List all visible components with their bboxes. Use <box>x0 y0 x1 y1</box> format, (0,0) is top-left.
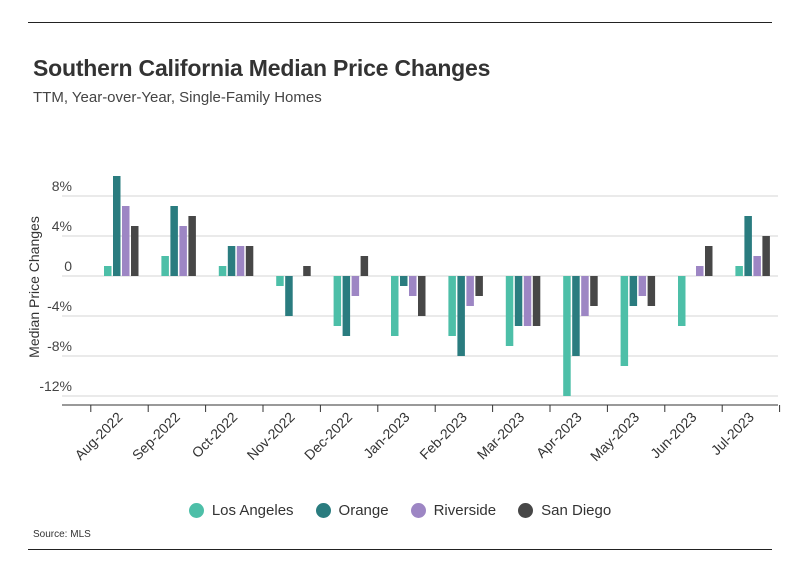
bar <box>418 276 426 316</box>
x-tick-label: Feb-2023 <box>416 409 470 463</box>
x-tick-label: Jul-2023 <box>708 409 757 458</box>
legend-label: Los Angeles <box>211 502 294 519</box>
bottom-rule <box>28 549 772 550</box>
bar <box>647 276 656 306</box>
bar <box>514 276 523 326</box>
legend-item: Riverside <box>410 502 497 519</box>
legend-item: Orange <box>315 502 389 519</box>
x-tick-label: Aug-2022 <box>71 409 125 463</box>
bar <box>113 176 121 276</box>
bar <box>170 206 178 276</box>
bar <box>696 266 704 276</box>
bar <box>532 276 541 326</box>
bar <box>620 276 629 366</box>
bar <box>218 266 227 276</box>
bar <box>276 276 284 286</box>
bar <box>227 246 236 276</box>
legend-swatch <box>518 503 534 518</box>
bar <box>572 276 580 356</box>
chart-title: Southern California Median Price Changes <box>33 55 491 81</box>
bar <box>400 276 408 286</box>
bar <box>351 276 360 296</box>
bar <box>342 276 351 336</box>
bar <box>744 216 752 276</box>
legend-swatch <box>315 503 331 518</box>
x-tick-label: Jun-2023 <box>647 409 700 462</box>
bar <box>131 226 139 276</box>
x-tick-label: Oct-2022 <box>188 409 240 461</box>
bar <box>762 236 770 276</box>
bar <box>581 276 589 316</box>
bar <box>285 276 293 316</box>
source-note: Source: MLS <box>33 529 91 540</box>
bar <box>629 276 638 306</box>
bar <box>753 256 761 276</box>
legend-swatch <box>188 503 204 518</box>
y-tick-label: 4% <box>52 218 72 234</box>
bar <box>333 276 342 326</box>
bar <box>735 266 743 276</box>
y-axis-label: Median Price Changes <box>26 216 42 358</box>
bar <box>705 246 713 276</box>
bar <box>475 276 483 296</box>
bar <box>466 276 474 306</box>
bar <box>409 276 417 296</box>
y-tick-label: 8% <box>52 178 72 194</box>
legend-label: San Diego <box>541 502 612 519</box>
bar <box>523 276 532 326</box>
bar <box>236 246 245 276</box>
legend-label: Orange <box>338 502 389 519</box>
bar <box>448 276 456 336</box>
x-tick-label: Mar-2023 <box>474 409 528 463</box>
y-tick-label: 0 <box>64 258 72 274</box>
bar <box>678 276 686 326</box>
x-tick-label: Nov-2022 <box>244 409 298 463</box>
bar <box>391 276 399 336</box>
legend-label: Riverside <box>433 502 497 519</box>
legend-item: San Diego <box>518 502 611 519</box>
chart-subtitle: TTM, Year-over-Year, Single-Family Homes <box>33 89 322 106</box>
bar <box>638 276 647 296</box>
bar <box>245 246 254 276</box>
x-tick-label: Dec-2022 <box>301 409 355 463</box>
chart-legend: Los Angeles Orange Riverside San Diego <box>0 502 800 519</box>
bar <box>122 206 130 276</box>
bar <box>590 276 598 306</box>
bar <box>104 266 112 276</box>
top-rule <box>28 22 772 23</box>
x-tick-label: Sep-2022 <box>129 409 183 463</box>
x-tick-label: Apr-2023 <box>533 409 585 461</box>
bar <box>563 276 571 396</box>
y-tick-label: -12% <box>39 378 72 394</box>
bar <box>303 266 311 276</box>
bar <box>161 256 169 276</box>
bar <box>457 276 465 356</box>
y-tick-label: -8% <box>47 338 72 354</box>
bar <box>505 276 514 346</box>
y-tick-label: -4% <box>47 298 72 314</box>
x-tick-label: May-2023 <box>587 409 642 464</box>
bar <box>360 256 369 276</box>
legend-swatch <box>410 503 426 518</box>
legend-item: Los Angeles <box>188 502 294 519</box>
bar <box>188 216 196 276</box>
bar <box>179 226 187 276</box>
bar-chart: 8% 4% 0 -4% -8% -12% Median Price Changes Aug-2… <box>26 176 781 464</box>
x-tick-label: Jan-2023 <box>360 409 413 462</box>
